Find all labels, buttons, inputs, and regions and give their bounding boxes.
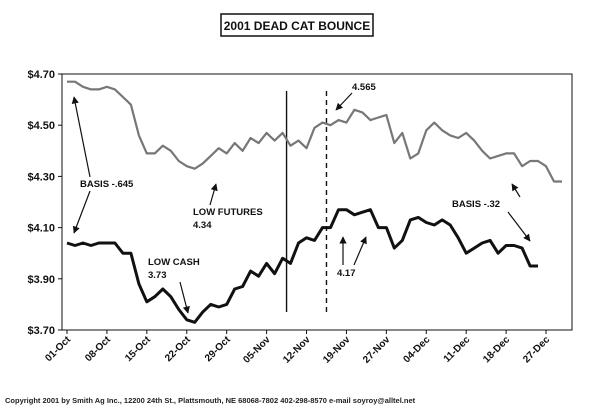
x-tick-label: 22-Oct <box>163 334 193 364</box>
x-tick-label: 27-Nov <box>361 334 393 366</box>
x-tick-label: 08-Oct <box>83 334 113 364</box>
x-tick-label: 29-Oct <box>203 334 233 364</box>
peak-futures-arrow <box>335 92 353 111</box>
low-cash-label: LOW CASH <box>148 257 200 268</box>
x-tick-label: 11-Dec <box>442 334 473 365</box>
y-tick-label: $4.50 <box>27 120 55 132</box>
x-tick-label: 04-Dec <box>401 334 432 365</box>
chart-title-box <box>220 13 374 37</box>
low-futures-arrow <box>209 183 218 206</box>
basis-late-label: BASIS -.32 <box>452 199 500 210</box>
reference-lines <box>285 91 328 312</box>
x-tick-label: 12-Nov <box>281 334 313 366</box>
x-tick-label: 27-Dec <box>521 334 552 365</box>
basis-early-arrow-down <box>72 190 91 234</box>
copyright-footer: Copyright 2001 by Smith Ag Inc., 12200 2… <box>5 396 416 405</box>
plot-frame <box>61 73 573 331</box>
low-cash-value: 3.73 <box>148 270 167 281</box>
x-tick-label: 15-Oct <box>123 334 153 364</box>
y-tick-label: $4.70 <box>27 69 55 81</box>
peak-cash-arrow-right <box>353 236 367 266</box>
x-axis: 01-Oct 08-Oct 15-Oct 22-Oct 29-Oct 05-Nov 12-N… <box>43 330 552 366</box>
peak-futures-label: 4.565 <box>352 82 376 93</box>
annotations: BASIS -.645 LOW FUTURES 4.34 LOW CASH 3.… <box>71 82 531 314</box>
basis-early-label: BASIS -.645 <box>80 179 134 190</box>
x-tick-label: 18-Dec <box>481 334 512 365</box>
cash-series-line <box>66 208 538 324</box>
low-futures-label: LOW FUTURES <box>193 207 263 218</box>
low-cash-arrow <box>179 281 190 314</box>
chart-title: 2001 DEAD CAT BOUNCE <box>224 19 370 33</box>
y-tick-label: $4.10 <box>27 223 55 235</box>
futures-series-line <box>67 80 562 183</box>
basis-early-arrow-up <box>71 96 91 178</box>
y-tick-label: $3.90 <box>27 274 55 286</box>
basis-late-arrow-down <box>507 211 531 242</box>
y-axis: $4.70 $4.50 $4.30 $4.10 $3.90 $3.70 <box>27 69 62 337</box>
basis-late-arrow-up <box>511 183 521 198</box>
x-tick-label: 01-Oct <box>43 334 73 364</box>
x-tick-label: 19-Nov <box>321 334 353 366</box>
x-tick-label: 05-Nov <box>241 334 273 366</box>
y-tick-label: $4.30 <box>27 171 55 183</box>
low-futures-value: 4.34 <box>193 220 212 231</box>
y-tick-label: $3.70 <box>27 325 55 337</box>
peak-cash-label: 4.17 <box>337 268 356 279</box>
